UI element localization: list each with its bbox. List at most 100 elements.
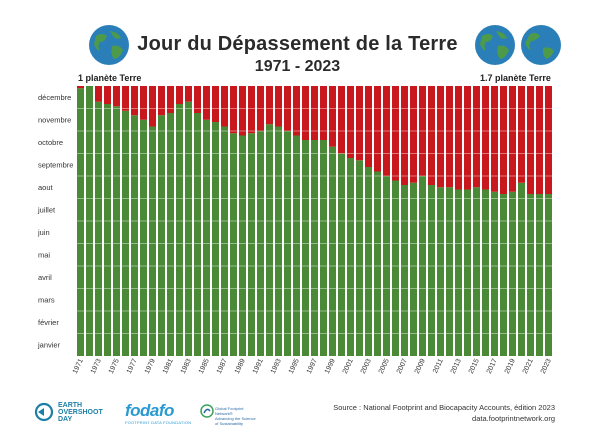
bar-green-1981	[166, 113, 175, 356]
bar-green-2004	[373, 171, 382, 356]
year-label-1981: 1981	[162, 358, 175, 375]
bar-red-1982	[175, 86, 184, 104]
year-label-2023: 2023	[540, 358, 553, 375]
bar-red-1992	[265, 86, 274, 125]
month-label-8: septembre	[38, 160, 73, 169]
bar-red-1989	[238, 86, 247, 136]
bar-green-1987	[220, 126, 229, 356]
bar-red-1984	[193, 86, 202, 113]
bar-red-2001	[346, 86, 355, 158]
bar-red-1973	[94, 86, 103, 102]
gfn-line-2: Advancing the Science of Sustainability	[215, 416, 256, 426]
bar-green-2008	[409, 182, 418, 356]
bar-red-2016	[481, 86, 490, 190]
bar-green-1985	[202, 119, 211, 356]
bar-red-2014	[463, 86, 472, 190]
source-line-2: data.footprintnetwork.org	[472, 414, 555, 423]
bar-red-1997	[310, 86, 319, 140]
bars-group	[76, 86, 553, 356]
bar-red-2023	[544, 86, 553, 194]
month-axis-labels: janvier février mars avril mai juin juillet aou…	[37, 93, 73, 350]
bar-green-2011	[436, 187, 445, 356]
bar-red-1975	[112, 86, 121, 107]
month-label-9: octobre	[38, 138, 63, 147]
month-label-5: juin	[37, 228, 50, 237]
month-label-0: janvier	[37, 340, 61, 349]
bar-red-1999	[328, 86, 337, 147]
bar-green-1984	[193, 113, 202, 356]
bar-green-2019	[508, 191, 517, 356]
earth-overshoot-day-logo	[34, 402, 54, 422]
bar-red-2004	[373, 86, 382, 172]
bar-green-1998	[319, 140, 328, 356]
year-label-1991: 1991	[252, 358, 265, 375]
year-label-1985: 1985	[198, 358, 211, 375]
bar-red-2007	[400, 86, 409, 185]
year-label-1971: 1971	[72, 358, 85, 375]
bar-green-1975	[112, 106, 121, 356]
bar-green-2006	[391, 180, 400, 356]
bar-red-1980	[157, 86, 166, 116]
bar-red-2013	[454, 86, 463, 190]
bar-green-2023	[544, 194, 553, 356]
bar-green-2000	[337, 153, 346, 356]
bar-red-2003	[364, 86, 373, 167]
right-planet-label: 1.7 planète Terre	[480, 73, 551, 83]
bar-red-2008	[409, 86, 418, 183]
bar-green-1989	[238, 135, 247, 356]
year-label-2005: 2005	[378, 358, 391, 375]
bar-green-2021	[526, 194, 535, 356]
bar-green-1983	[184, 101, 193, 356]
bar-red-2002	[355, 86, 364, 161]
bar-green-1997	[310, 140, 319, 356]
bar-green-1973	[94, 101, 103, 356]
month-label-1: février	[38, 318, 59, 327]
bar-red-2021	[526, 86, 535, 194]
bar-red-1995	[292, 86, 301, 136]
bar-red-1976	[121, 86, 130, 111]
bar-red-1990	[247, 86, 256, 134]
bar-green-2017	[490, 191, 499, 356]
bar-green-1978	[139, 119, 148, 356]
bar-red-1993	[274, 86, 283, 127]
bar-red-1985	[202, 86, 211, 120]
bar-red-2000	[337, 86, 346, 154]
bar-green-2014	[463, 189, 472, 356]
bar-red-2020	[517, 86, 526, 183]
month-label-11: décembre	[38, 93, 71, 102]
chart-title: Jour du Dépassement de la Terre	[137, 33, 458, 55]
year-label-1997: 1997	[306, 358, 319, 375]
bar-green-1971	[76, 88, 85, 356]
bar-red-1998	[319, 86, 328, 140]
bar-green-2015	[472, 187, 481, 356]
bar-red-1996	[301, 86, 310, 140]
year-label-2009: 2009	[414, 358, 427, 375]
year-label-2013: 2013	[450, 358, 463, 375]
left-planet-label: 1 planète Terre	[78, 73, 142, 83]
earth-overshoot-text-3: DAY	[58, 416, 73, 423]
bar-green-1990	[247, 133, 256, 356]
bar-green-1999	[328, 146, 337, 356]
bar-green-1982	[175, 104, 184, 356]
bar-green-2020	[517, 182, 526, 356]
bar-red-1981	[166, 86, 175, 113]
globe-icon	[475, 25, 515, 65]
year-label-1993: 1993	[270, 358, 283, 375]
bar-red-1988	[229, 86, 238, 134]
month-label-6: juillet	[37, 205, 56, 214]
year-label-1999: 1999	[324, 358, 337, 375]
fodafo-logo: fodafo	[125, 401, 174, 420]
bar-green-1980	[157, 115, 166, 356]
bar-green-1996	[301, 140, 310, 356]
bar-green-2018	[499, 194, 508, 356]
footer-logos: EARTH OVERSHOOT DAY fodafo FOOTPRINT DAT…	[30, 398, 260, 428]
year-label-1973: 1973	[90, 358, 103, 375]
earth-overshoot-text-1: EARTH	[58, 402, 83, 409]
bar-red-1971	[76, 86, 85, 89]
bar-red-2017	[490, 86, 499, 192]
bar-red-2011	[436, 86, 445, 188]
year-label-1989: 1989	[234, 358, 247, 375]
bar-green-2010	[427, 185, 436, 356]
globe-icon	[89, 25, 129, 65]
